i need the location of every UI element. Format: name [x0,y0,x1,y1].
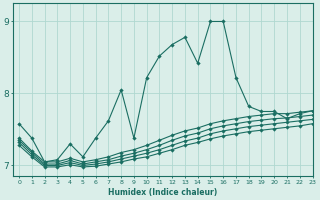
X-axis label: Humidex (Indice chaleur): Humidex (Indice chaleur) [108,188,217,197]
